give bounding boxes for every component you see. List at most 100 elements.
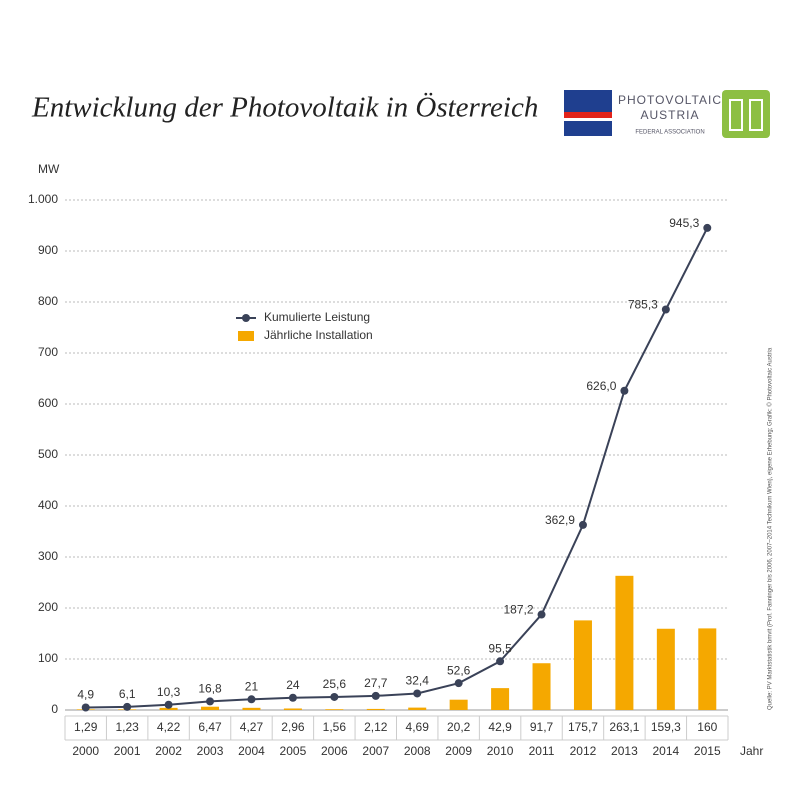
bar: [159, 707, 178, 710]
bar: [242, 707, 261, 710]
line-marker: [578, 520, 587, 529]
line-marker: [288, 693, 297, 702]
y-tick-label: 1.000: [28, 192, 58, 206]
x-tick-label: 2010: [487, 744, 514, 758]
y-tick-label: 0: [51, 702, 58, 716]
line-marker: [371, 691, 380, 700]
line-marker: [661, 305, 670, 314]
bar-value-label: 6,47: [198, 720, 222, 734]
bar: [449, 699, 468, 710]
y-axis-label: MW: [38, 162, 60, 176]
line-value-label: 6,1: [119, 687, 136, 701]
x-tick-label: 2012: [570, 744, 597, 758]
logo-text: FEDERAL ASSOCIATION: [635, 130, 704, 136]
line-marker: [496, 657, 505, 666]
bar: [491, 688, 510, 710]
x-tick-label: 2009: [445, 744, 472, 758]
bar-value-label: 1,56: [323, 720, 347, 734]
bar: [573, 620, 592, 710]
legend-label: Kumulierte Leistung: [264, 310, 370, 324]
y-tick-label: 200: [38, 600, 58, 614]
bar-value-label: 1,29: [74, 720, 98, 734]
line-value-label: 16,8: [198, 682, 222, 696]
bar-value-label: 4,27: [240, 720, 264, 734]
y-tick-label: 800: [38, 294, 58, 308]
bar-value-label: 263,1: [609, 720, 639, 734]
x-axis-label: Jahr: [740, 744, 763, 758]
bar-value-label: 91,7: [530, 720, 554, 734]
logo-icon: [729, 99, 743, 131]
y-tick-label: 100: [38, 651, 58, 665]
x-tick-label: 2001: [114, 744, 141, 758]
logo-text: AUSTRIA: [640, 108, 699, 122]
line-value-label: 945,3: [669, 216, 699, 230]
bar-value-label: 2,96: [281, 720, 305, 734]
logo: PHOTOVOLTAIC AUSTRIA FEDERAL ASSOCIATION: [564, 90, 770, 138]
y-tick-label: 900: [38, 243, 58, 257]
x-tick-label: 2008: [404, 744, 431, 758]
line-value-label: 10,3: [157, 685, 181, 699]
bar-value-label: 175,7: [568, 720, 598, 734]
line-value-label: 21: [245, 679, 259, 693]
bar: [366, 708, 385, 710]
line-value-label: 25,6: [323, 677, 347, 691]
legend-marker: [242, 314, 250, 322]
line-marker: [703, 223, 712, 232]
line-marker: [164, 700, 173, 709]
logo-stripe: [564, 112, 612, 118]
x-tick-label: 2003: [197, 744, 224, 758]
line-marker: [247, 695, 256, 704]
y-tick-label: 400: [38, 498, 58, 512]
line-marker: [620, 386, 629, 395]
x-tick-label: 2005: [280, 744, 307, 758]
legend-swatch: [238, 331, 254, 341]
line-value-label: 362,9: [545, 513, 575, 527]
x-tick-label: 2014: [652, 744, 679, 758]
logo-stripe: [564, 118, 612, 121]
line-marker: [81, 703, 90, 712]
line-value-label: 626,0: [586, 379, 616, 393]
bar-value-label: 4,69: [406, 720, 430, 734]
line-value-label: 27,7: [364, 676, 388, 690]
bar-value-label: 42,9: [488, 720, 512, 734]
x-tick-label: 2006: [321, 744, 348, 758]
line: [85, 227, 709, 709]
x-tick-label: 2002: [155, 744, 182, 758]
legend-label: Jährliche Installation: [264, 328, 373, 342]
line-value-label: 187,2: [504, 603, 534, 617]
bar-value-label: 160: [697, 720, 717, 734]
x-tick-label: 2000: [72, 744, 99, 758]
x-tick-label: 2004: [238, 744, 265, 758]
x-tick-label: 2011: [529, 744, 555, 758]
line-value-label: 95,5: [488, 641, 512, 655]
logo-icon: [722, 90, 770, 138]
bar-value-label: 159,3: [651, 720, 681, 734]
bar: [201, 706, 220, 710]
bar: [283, 708, 302, 710]
line-value-label: 785,3: [628, 298, 658, 312]
bar-value-label: 1,23: [115, 720, 139, 734]
bar: [698, 628, 717, 710]
x-tick-label: 2015: [694, 744, 721, 758]
x-tick-label: 2013: [611, 744, 638, 758]
bar-value-label: 4,22: [157, 720, 181, 734]
y-tick-label: 300: [38, 549, 58, 563]
bar-value-label: 2,12: [364, 720, 388, 734]
line-value-label: 32,4: [406, 674, 430, 688]
bar: [325, 709, 344, 710]
line-marker: [206, 697, 215, 706]
line-marker: [454, 679, 463, 688]
chart-title: Entwicklung der Photovoltaik in Österrei…: [31, 92, 538, 124]
line-marker: [413, 689, 422, 698]
bar: [615, 575, 634, 710]
logo-text: PHOTOVOLTAIC: [618, 93, 722, 107]
y-tick-label: 600: [38, 396, 58, 410]
source-note: Quelle: PV Marktstatistik bmvit (Prof. F…: [767, 347, 774, 710]
line-marker: [537, 610, 546, 619]
line-marker: [123, 702, 132, 711]
y-tick-label: 500: [38, 447, 58, 461]
bar-value-label: 20,2: [447, 720, 471, 734]
x-tick-label: 2007: [362, 744, 389, 758]
y-tick-label: 700: [38, 345, 58, 359]
